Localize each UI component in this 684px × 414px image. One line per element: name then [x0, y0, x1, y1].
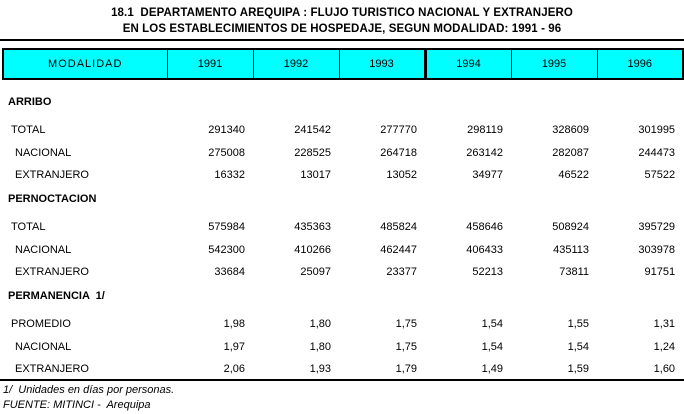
cell-value: 406433 [466, 243, 503, 256]
cell-value: 2,06 [223, 363, 245, 375]
table-row: NACIONAL 275008 228525 264718 263142 282… [2, 137, 682, 160]
cell-value: 1,31 [653, 318, 676, 330]
cell-value: 241542 [294, 124, 331, 136]
section-label: PERMANENCIA 1/ [8, 290, 105, 302]
bottom-rule [0, 379, 684, 381]
row-label: TOTAL [11, 221, 46, 233]
cell-value: 57522 [644, 169, 676, 181]
cell-value: 1,49 [481, 363, 503, 375]
cell-value: 1,98 [223, 318, 245, 330]
cell-value: 462447 [380, 243, 417, 256]
cell-value: 1,59 [567, 363, 589, 375]
row-label: NACIONAL [15, 146, 72, 159]
cell-value: 410266 [294, 243, 331, 256]
cell-value: 1,55 [567, 318, 589, 330]
cell-value: 458646 [466, 221, 503, 233]
table-row: TOTAL 291340 241542 277770 298119 328609… [2, 109, 682, 137]
footnote-source: FUENTE: MITINCI - Arequipa [3, 399, 151, 411]
cell-value: 575984 [208, 221, 245, 233]
cell-value: 25097 [300, 266, 331, 278]
cell-value: 34977 [472, 169, 503, 181]
cell-value: 303978 [638, 243, 676, 256]
cell-value: 16332 [214, 169, 245, 181]
cell-value: 1,54 [481, 340, 503, 353]
column-header-1993: 1993 [338, 48, 426, 80]
cell-value: 1,54 [481, 318, 503, 330]
row-label: TOTAL [11, 124, 46, 136]
section-row-pernoctacion: PERNOCTACION [2, 182, 682, 206]
cell-value: 1,75 [395, 340, 417, 353]
data-table: ARRIBO TOTAL 291340 241542 277770 298119… [2, 80, 682, 376]
column-header-1996: 1996 [596, 48, 684, 80]
cell-value: 542300 [208, 243, 245, 256]
cell-value: 485824 [380, 221, 417, 233]
cell-value: 328609 [552, 124, 589, 136]
section-label: ARRIBO [8, 96, 52, 108]
cell-value: 1,93 [309, 363, 331, 375]
cell-value: 1,75 [395, 318, 417, 330]
table-row: NACIONAL 1,97 1,80 1,75 1,54 1,54 1,24 [2, 331, 682, 354]
cell-value: 52213 [472, 266, 503, 278]
table-row: EXTRANJERO 33684 25097 23377 52213 73811… [2, 257, 682, 280]
cell-value: 228525 [294, 146, 331, 159]
cell-value: 33684 [214, 266, 245, 278]
cell-value: 244473 [638, 146, 676, 159]
title-line-1: 18.1 DEPARTAMENTO AREQUIPA : FLUJO TURIS… [111, 7, 573, 19]
section-row-permanencia: PERMANENCIA 1/ [2, 279, 682, 303]
cell-value: 508924 [552, 221, 589, 233]
header-row: MODALIDAD 1991 1992 1993 1994 1995 1996 [2, 48, 684, 80]
table-row: EXTRANJERO 16332 13017 13052 34977 46522… [2, 160, 682, 183]
section-row-arribo: ARRIBO [2, 80, 682, 109]
row-label: EXTRANJERO [15, 266, 89, 278]
cell-value: 1,80 [309, 340, 331, 353]
cell-value: 301995 [638, 124, 676, 136]
table-header: MODALIDAD 1991 1992 1993 1994 1995 1996 [2, 48, 684, 80]
column-header-1995: 1995 [510, 48, 598, 80]
cell-value: 275008 [208, 146, 245, 159]
cell-value: 435113 [553, 243, 589, 256]
row-label: NACIONAL [15, 340, 72, 353]
footnote-units: 1/ Unidades en días por personas. [3, 384, 175, 396]
cell-value: 435363 [294, 221, 331, 233]
cell-value: 13017 [300, 169, 331, 181]
cell-value: 91751 [644, 266, 676, 278]
cell-value: 277770 [380, 124, 417, 136]
row-label: NACIONAL [15, 243, 72, 256]
column-header-1991: 1991 [166, 48, 254, 80]
cell-value: 1,80 [309, 318, 331, 330]
cell-value: 23377 [386, 266, 417, 278]
footnotes: 1/ Unidades en días por personas. FUENTE… [0, 383, 684, 413]
cell-value: 282087 [552, 146, 589, 159]
cell-value: 46522 [558, 169, 589, 181]
table-row: TOTAL 575984 435363 485824 458646 508924… [2, 206, 682, 234]
row-label: EXTRANJERO [15, 169, 89, 181]
table-row: PROMEDIO 1,98 1,80 1,75 1,54 1,55 1,31 [2, 303, 682, 331]
table-row: EXTRANJERO 2,06 1,93 1,79 1,49 1,59 1,60 [2, 354, 682, 377]
cell-value: 73811 [559, 266, 589, 278]
cell-value: 291340 [208, 124, 245, 136]
section-label: PERNOCTACION [8, 193, 97, 205]
column-header-1994: 1994 [423, 48, 512, 80]
cell-value: 1,97 [223, 340, 245, 353]
cell-value: 395729 [638, 221, 676, 233]
table-row: NACIONAL 542300 410266 462447 406433 435… [2, 234, 682, 257]
page-title: 18.1 DEPARTAMENTO AREQUIPA : FLUJO TURIS… [0, 0, 684, 37]
cell-value: 13052 [386, 169, 417, 181]
row-label: PROMEDIO [11, 318, 71, 330]
cell-value: 1,79 [395, 363, 417, 375]
cell-value: 264718 [380, 146, 417, 159]
cell-value: 1,60 [653, 363, 676, 375]
cell-value: 263142 [466, 146, 503, 159]
cell-value: 1,24 [653, 340, 676, 353]
column-header-modalidad: MODALIDAD [2, 48, 168, 80]
title-line-2: EN LOS ESTABLECIMIENTOS DE HOSPEDAJE, SE… [122, 23, 562, 35]
cell-value: 1,54 [567, 340, 589, 353]
row-label: EXTRANJERO [15, 363, 89, 375]
column-header-1992: 1992 [252, 48, 340, 80]
top-rule [0, 39, 684, 41]
cell-value: 298119 [467, 124, 503, 136]
